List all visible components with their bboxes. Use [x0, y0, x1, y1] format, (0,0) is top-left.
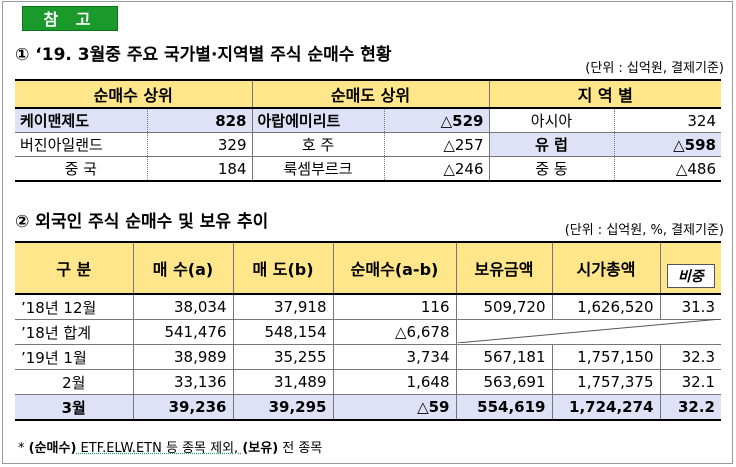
holding-cell: 567,181: [455, 344, 552, 370]
header-sell: 매 도(b): [232, 241, 333, 295]
sell-country-value: △529: [384, 108, 489, 133]
table-row: ’18년 12월 38,034 37,918 116 509,720 1,626…: [15, 294, 721, 320]
table-row: 3월 39,236 39,295 △59 554,619 1,724,274 3…: [15, 394, 721, 421]
sell-country-name: 룩셈부르크: [251, 156, 385, 182]
market-cap-cell: 1,757,150: [551, 344, 660, 370]
header-share: 비중: [659, 241, 721, 295]
footnote-holding-text: 전 종목: [278, 441, 323, 456]
header-holding: 보유금액: [455, 241, 552, 295]
table-row: 케이맨제도 828 아랍에미리트 △529 아시아 324: [15, 108, 721, 133]
period-cell: 3월: [15, 394, 133, 421]
buy-country-value: 828: [147, 108, 252, 133]
share-cell: 32.3: [659, 344, 721, 370]
region-value: 324: [614, 108, 721, 133]
buy-country-name: 버진아일랜드: [15, 132, 148, 157]
sell-cell: 39,295: [232, 394, 333, 421]
sell-country-name: 아랍에미리트: [251, 108, 385, 133]
market-cap-cell: 1,626,520: [551, 294, 660, 320]
table-row: 중 국 184 룩셈부르크 △246 중 동 △486: [15, 156, 721, 182]
header-net-sell-top: 순매도 상위: [251, 79, 489, 109]
period-cell: 2월: [15, 369, 133, 395]
sell-country-value: △246: [384, 156, 489, 182]
table-header-row: 순매수 상위 순매도 상위 지 역 별: [15, 79, 721, 109]
share-cell: 32.1: [659, 369, 721, 395]
header-net-buy: 순매수(a-b): [332, 241, 456, 295]
region-name: 유 럽: [488, 132, 615, 157]
region-value: △598: [614, 132, 721, 157]
period-cell: ’18년 12월: [15, 294, 133, 320]
reference-badge: 참 고: [22, 6, 118, 31]
holding-cell: 563,691: [455, 369, 552, 395]
empty-cell: [455, 319, 721, 345]
buy-cell: 38,989: [132, 344, 233, 370]
holding-cell: 509,720: [455, 294, 552, 320]
net-cell: 116: [332, 294, 456, 320]
header-buy: 매 수(a): [132, 241, 233, 295]
footnote: * (순매수) ETF.ELW.ETN 등 종목 제외, (보유) 전 종목: [18, 437, 322, 456]
buy-cell: 33,136: [132, 369, 233, 395]
header-net-buy-top: 순매수 상위: [15, 79, 252, 109]
region-name: 중 동: [488, 156, 615, 182]
table-row: 2월 33,136 31,489 1,648 563,691 1,757,375…: [15, 369, 721, 395]
header-period: 구 분: [15, 241, 133, 295]
sell-country-name: 호 주: [251, 132, 385, 157]
buy-country-value: 184: [147, 156, 252, 182]
sell-cell: 548,154: [232, 319, 333, 345]
region-name: 아시아: [488, 108, 615, 133]
holding-cell: 554,619: [455, 394, 552, 421]
sell-country-value: △257: [384, 132, 489, 157]
region-value: △486: [614, 156, 721, 182]
section2-unit: (단위 : 십억원, %, 결제기준): [564, 223, 724, 238]
section1-unit: (단위 : 십억원, 결제기준): [585, 61, 724, 76]
net-cell: 3,734: [332, 344, 456, 370]
buy-cell: 541,476: [132, 319, 233, 345]
buy-country-name: 중 국: [15, 156, 148, 182]
buy-cell: 39,236: [132, 394, 233, 421]
net-buy-by-country-table: 순매수 상위 순매도 상위 지 역 별 케이맨제도 828 아랍에미리트 △52…: [15, 79, 721, 182]
share-cell: 32.2: [659, 394, 721, 421]
period-cell: ’19년 1월: [15, 344, 133, 370]
sell-cell: 37,918: [232, 294, 333, 320]
sell-cell: 31,489: [232, 369, 333, 395]
buy-country-value: 329: [147, 132, 252, 157]
section1-title: ① ‘19. 3월중 주요 국가별·지역별 주식 순매수 현황: [15, 45, 392, 65]
buy-cell: 38,034: [132, 294, 233, 320]
share-label: 비중: [666, 264, 715, 288]
market-cap-cell: 1,757,375: [551, 369, 660, 395]
table-row: ’19년 1월 38,989 35,255 3,734 567,181 1,75…: [15, 344, 721, 370]
table-header-row: 구 분 매 수(a) 매 도(b) 순매수(a-b) 보유금액 시가총액 비중: [15, 241, 721, 295]
foreign-stock-trend-table: 구 분 매 수(a) 매 도(b) 순매수(a-b) 보유금액 시가총액 비중 …: [15, 241, 721, 421]
footnote-netbuy-label: (순매수): [28, 441, 77, 456]
footnote-netbuy-text: ETF.ELW.ETN 등 종목 제외,: [76, 441, 243, 456]
section2-title: ② 외국인 주식 순매수 및 보유 추이: [15, 212, 269, 232]
net-cell: △59: [332, 394, 456, 421]
footnote-holding-label: (보유): [242, 441, 279, 456]
share-cell: 31.3: [659, 294, 721, 320]
net-cell: 1,648: [332, 369, 456, 395]
footnote-prefix: *: [18, 441, 29, 456]
sell-cell: 35,255: [232, 344, 333, 370]
market-cap-cell: 1,724,274: [551, 394, 660, 421]
period-cell: ’18년 합계: [15, 319, 133, 345]
net-cell: △6,678: [332, 319, 456, 345]
table-row: ’18년 합계 541,476 548,154 △6,678: [15, 319, 721, 345]
buy-country-name: 케이맨제도: [15, 108, 148, 133]
table-row: 버진아일랜드 329 호 주 △257 유 럽 △598: [15, 132, 721, 157]
header-market-cap: 시가총액: [551, 241, 660, 295]
header-by-region: 지 역 별: [488, 79, 721, 109]
